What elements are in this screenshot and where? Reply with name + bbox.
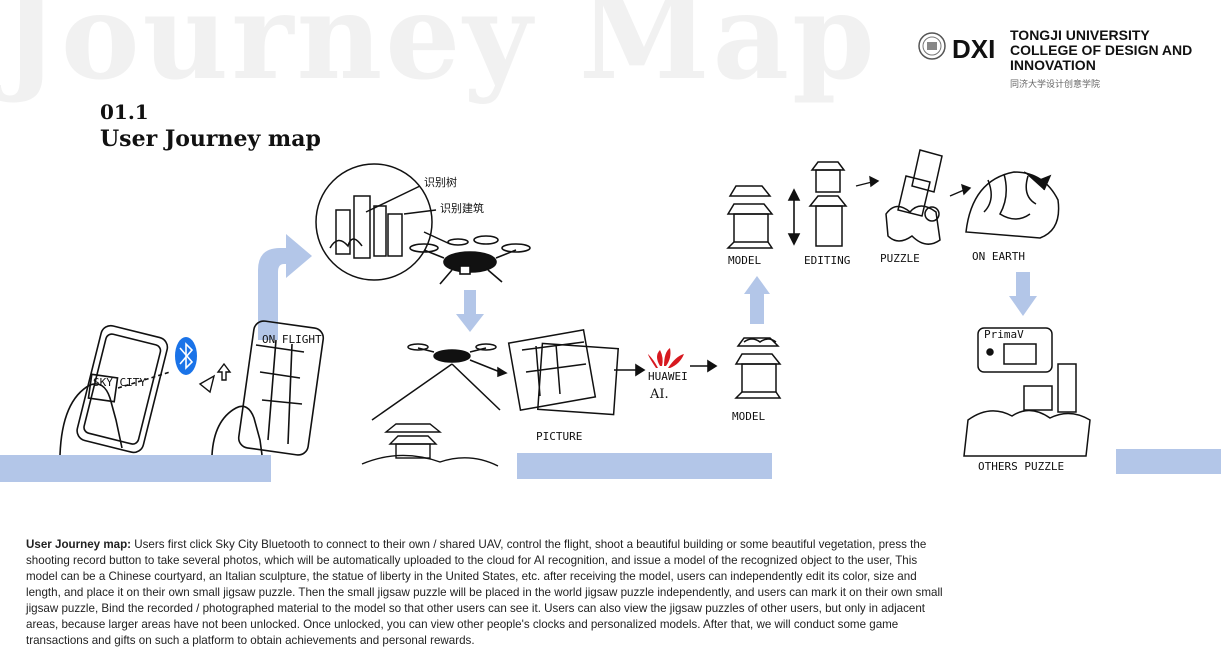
recognize-building-label: 识别建筑: [440, 201, 484, 215]
model-sketch-upper: [726, 185, 774, 249]
huawei-label: HUAWEI: [648, 370, 688, 383]
drone-sketch-top: [409, 235, 531, 285]
logo-chinese-name: 同济大学设计创意学院: [1010, 79, 1101, 89]
journey-diagram: SKY CITY ON FLIGHT 识别树 识别建筑: [59, 149, 1091, 473]
model-sketch-lower: [734, 337, 782, 399]
earth-puzzle-sketch: [965, 171, 1060, 239]
flow-arrow-down-earth: [1009, 272, 1037, 316]
city-view-bubble: [315, 163, 451, 281]
picture-label: PICTURE: [536, 430, 582, 443]
flow-band-middle: [517, 453, 772, 479]
model-label-lower: MODEL: [732, 410, 765, 423]
logo-line-2: COLLEGE OF DESIGN AND: [1010, 42, 1193, 58]
resize-arrows-icon: [787, 188, 801, 246]
on-earth-label: ON EARTH: [972, 250, 1025, 263]
section-title: User Journey map: [100, 126, 321, 152]
bluetooth-icon: [175, 337, 197, 375]
tap-arrows-icon: [198, 362, 232, 394]
model-label-upper: MODEL: [728, 254, 761, 267]
puzzle-sketch: [885, 149, 943, 245]
flow-arrow-small-4: [949, 183, 972, 197]
phone-sketch-left: [59, 324, 171, 456]
others-puzzle-sketch: [963, 327, 1091, 457]
flow-arrow-small-2: [690, 359, 718, 373]
section-number: 01.1: [100, 100, 149, 124]
picture-stack-sketch: [507, 329, 620, 416]
primav-label: PrimaV: [984, 328, 1024, 341]
description-body: Users first click Sky City Bluetooth to …: [26, 538, 943, 647]
watermark-title: Journey Map: [2, 0, 878, 106]
flow-arrow-up-model: [744, 276, 770, 324]
ai-label: AI.: [649, 387, 669, 402]
university-seal-icon: DXI: [918, 32, 995, 64]
editing-sketch: [808, 161, 848, 247]
description-label: User Journey map:: [26, 538, 132, 551]
journey-description: User Journey map: Users first click Sky …: [26, 537, 946, 649]
puzzle-label: PUZZLE: [880, 252, 920, 265]
flow-arrow-down-1: [456, 290, 484, 332]
others-puzzle-label: OTHERS PUZZLE: [978, 460, 1064, 473]
temple-sketch: [361, 423, 499, 467]
flow-band-left: [0, 455, 271, 482]
logo-line-3: INNOVATION: [1010, 57, 1096, 73]
phone-screen-label: ON FLIGHT: [262, 333, 322, 346]
logo-line-1: TONGJI UNIVERSITY: [1010, 27, 1150, 43]
university-logo: DXI TONGJI UNIVERSITY COLLEGE OF DESIGN …: [912, 22, 1202, 92]
flow-arrow-small-3: [855, 175, 880, 188]
sky-city-label: SKY CITY: [93, 376, 146, 389]
huawei-logo-icon: [648, 348, 684, 368]
logo-mark: DXI: [952, 34, 995, 64]
flow-arrow-small-1: [614, 363, 646, 377]
recognize-tree-label: 识别树: [424, 175, 457, 189]
phone-sketch-right: [211, 320, 325, 456]
flow-arrow-up-right: [258, 234, 312, 340]
editing-label: EDITING: [804, 254, 850, 267]
drone-sketch-lower: [371, 343, 508, 421]
flow-band-right: [1116, 449, 1221, 474]
